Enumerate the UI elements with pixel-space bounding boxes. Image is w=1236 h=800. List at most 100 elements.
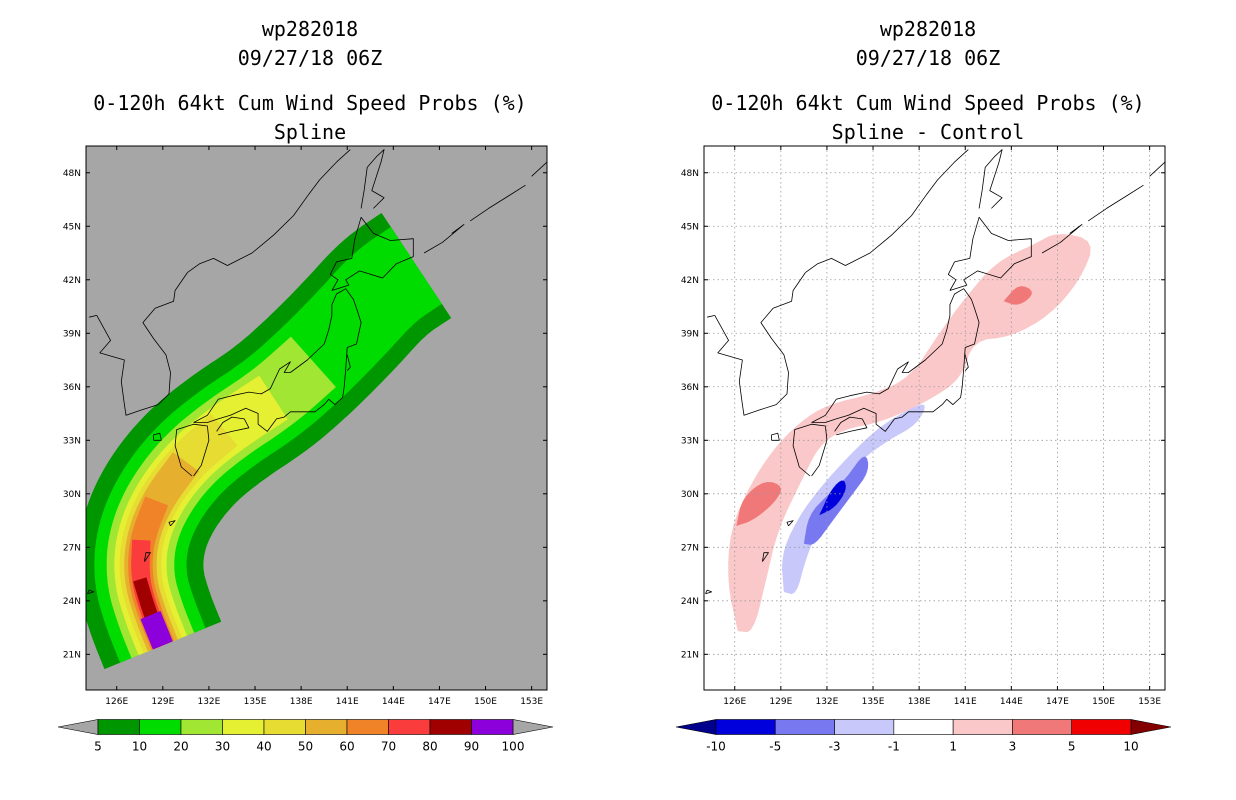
x-tick-label: 132E [815, 697, 838, 707]
y-tick-label: 30N [681, 490, 699, 500]
colorbar-swatch [715, 719, 776, 735]
colorbar-swatch [429, 719, 472, 735]
colorbar-label: 10 [132, 740, 147, 754]
coastline [89, 315, 97, 318]
coastline [792, 423, 828, 477]
x-tick-label: 144E [382, 697, 405, 707]
colorbar-swatch [952, 719, 1013, 735]
colorbar-label: 90 [464, 740, 479, 754]
colorbar-swatch [346, 719, 389, 735]
x-tick-label: 153E [1138, 697, 1161, 707]
coastline [978, 149, 1003, 209]
colorbar-label: -10 [706, 740, 726, 754]
y-tick-label: 39N [681, 329, 699, 339]
colorbar-swatch [893, 719, 954, 735]
right-title-product: 0-120h 64kt Cum Wind Speed Probs (%) [711, 91, 1145, 115]
right-title-date: 09/27/18 06Z [855, 46, 1001, 70]
colorbar-label: 40 [256, 740, 271, 754]
coastline [96, 272, 188, 416]
swath-level-60 [128, 496, 175, 650]
left-title-method: Spline [273, 120, 347, 144]
y-tick-label: 42N [63, 276, 81, 286]
difference-region-1 [736, 482, 781, 526]
swath-level-90 [140, 611, 173, 650]
colorbar-swatch [774, 719, 835, 735]
colorbar-label: 80 [422, 740, 437, 754]
y-tick-label: 39N [63, 329, 81, 339]
x-tick-label: 138E [908, 697, 931, 707]
coastline [153, 432, 162, 441]
coastline [964, 354, 969, 371]
colorbar-label: 100 [502, 740, 525, 754]
x-tick-label: 147E [428, 697, 451, 707]
y-tick-label: 36N [681, 383, 699, 393]
x-tick-label: 150E [1092, 697, 1115, 707]
y-tick-label: 48N [63, 169, 81, 179]
colorbar-high-arrow [1130, 719, 1172, 735]
left-title-date: 09/27/18 06Z [237, 46, 383, 70]
swath-level-10 [94, 227, 442, 663]
colorbar-swatch [222, 719, 265, 735]
colorbar-low-arrow [57, 719, 99, 735]
colorbar-swatch [180, 719, 223, 735]
x-tick-label: 135E [862, 697, 885, 707]
coastline [811, 288, 980, 432]
y-tick-label: 45N [681, 222, 699, 232]
coastline [360, 149, 385, 209]
colorbar-swatch [1071, 719, 1132, 735]
coastline [168, 520, 176, 527]
colorbar-swatch [263, 719, 306, 735]
x-tick-label: 138E [290, 697, 313, 707]
colorbar-label: 30 [215, 740, 230, 754]
left-colorbar: 5 10 20 30 40 50 60 70 80 90 100 [57, 719, 554, 754]
y-tick-label: 21N [63, 650, 81, 660]
coastline [805, 149, 969, 273]
coastline [174, 423, 210, 477]
difference-region-5 [819, 480, 846, 516]
colorbar-label: 50 [298, 740, 313, 754]
coastline [531, 161, 547, 177]
left-title-storm: wp282018 [261, 17, 359, 41]
colorbar-swatch [97, 719, 140, 735]
right-title-storm: wp282018 [879, 17, 977, 41]
colorbar-swatch [834, 719, 895, 735]
y-tick-label: 24N [681, 597, 699, 607]
difference-region-0 [728, 234, 1091, 633]
y-tick-label: 21N [681, 650, 699, 660]
colorbar-high-arrow [512, 719, 554, 735]
y-tick-label: 33N [63, 436, 81, 446]
map-background-1 [704, 146, 1165, 690]
coastline [346, 354, 351, 371]
right-title-method: Spline - Control [831, 120, 1025, 144]
plot-frame [85, 145, 548, 691]
coastline [87, 589, 95, 595]
colorbar-swatch [388, 719, 431, 735]
difference-region-3 [782, 404, 925, 595]
x-tick-label: 126E [105, 697, 128, 707]
colorbar-swatch [1012, 719, 1073, 735]
y-tick-label: 48N [681, 169, 699, 179]
coastline [786, 520, 794, 527]
coastline [423, 224, 465, 254]
coastline [193, 288, 362, 432]
coastline [469, 184, 526, 222]
colorbar-label: -3 [829, 740, 841, 754]
difference-region-2 [1003, 286, 1032, 305]
colorbar-label: -5 [769, 740, 781, 754]
x-tick-label: 126E [723, 697, 746, 707]
colorbar-swatch [139, 719, 182, 735]
coastline [187, 149, 351, 273]
right-colorbar: -10 -5 -3 -1 1 3 5 10 [675, 719, 1172, 754]
x-tick-label: 132E [197, 697, 220, 707]
colorbar-label: 10 [1123, 740, 1138, 754]
coastline [707, 315, 715, 318]
x-tick-label: 135E [244, 697, 267, 707]
coastline [771, 432, 780, 441]
colorbar-low-arrow [675, 719, 717, 735]
coastline [762, 552, 769, 562]
left-title-block: wp282018 09/27/18 06Z 0-120h 64kt Cum Wi… [62, 15, 558, 147]
coastline [144, 552, 151, 562]
colorbar-label: 3 [1009, 740, 1017, 754]
x-tick-label: 144E [1000, 697, 1023, 707]
x-tick-label: 147E [1046, 697, 1069, 707]
